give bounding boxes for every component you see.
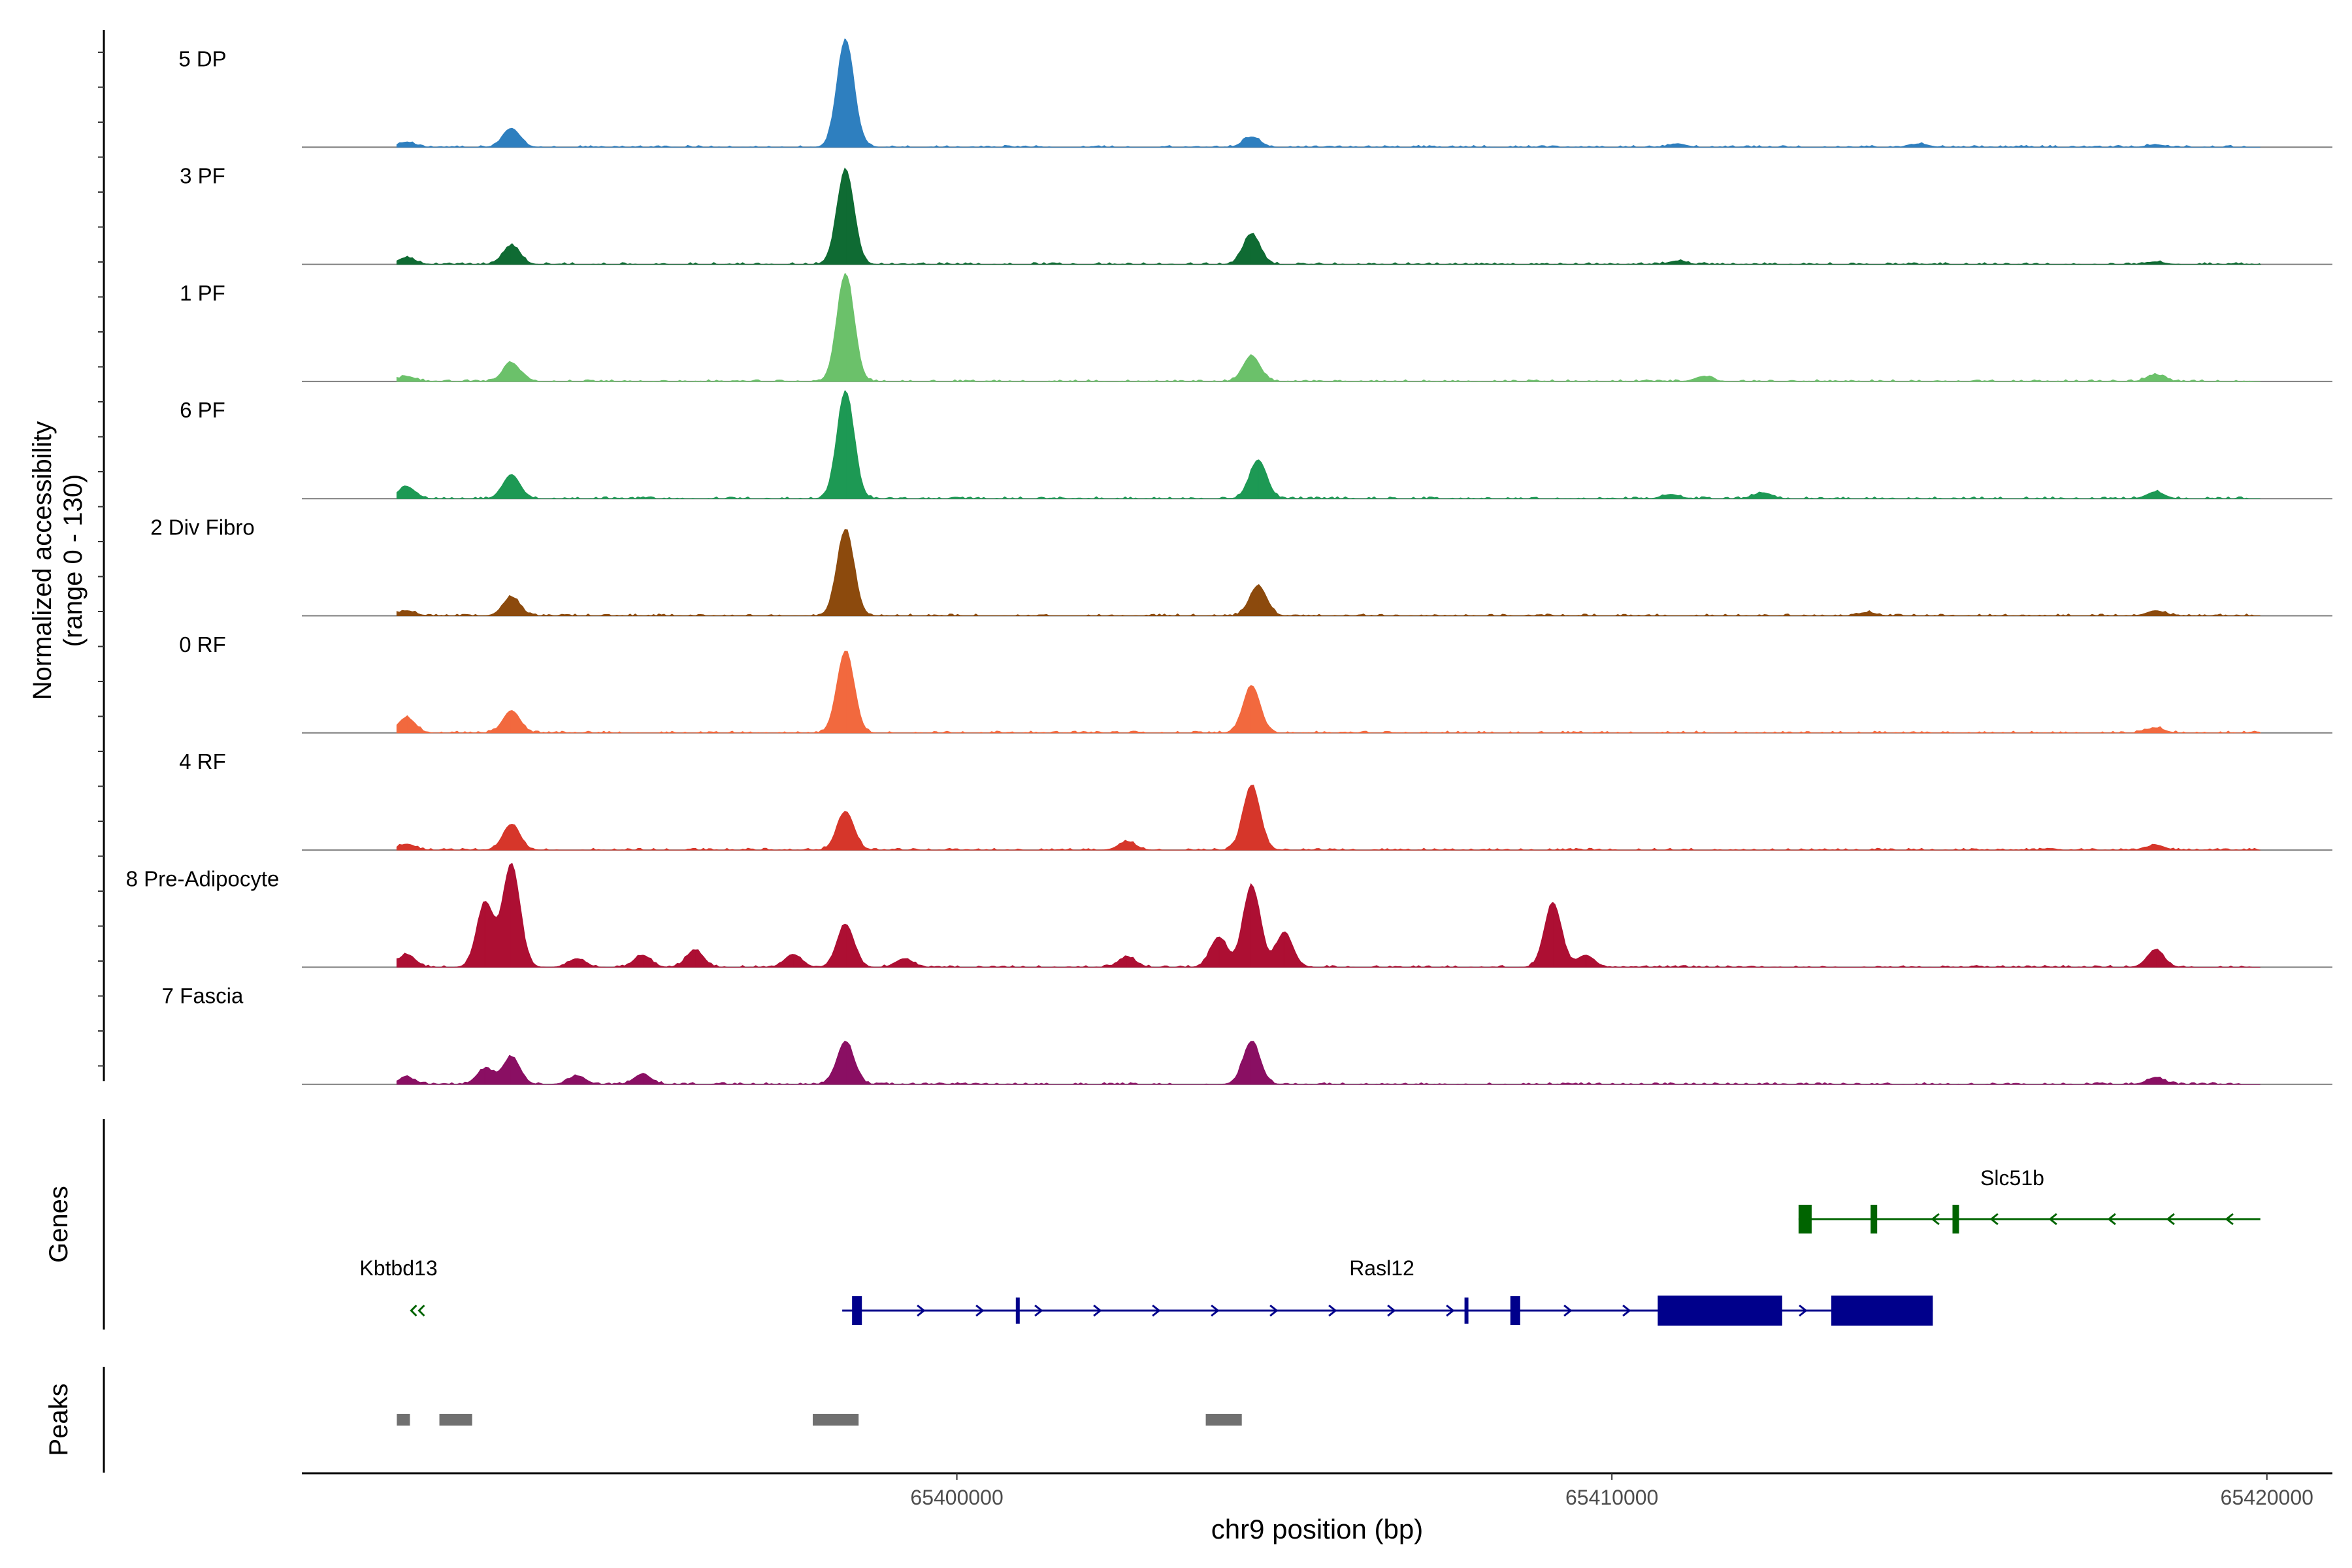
- gene-exon: [1510, 1296, 1520, 1325]
- track-label: 2 Div Fibro: [150, 515, 255, 540]
- strand-arrow: [2166, 1213, 2175, 1226]
- gene-label: Slc51b: [1980, 1166, 2044, 1190]
- gene-exon: [1798, 1205, 1812, 1233]
- strand-arrow: [1328, 1304, 1337, 1317]
- track-coverage: [396, 38, 2261, 148]
- peak-region: [1205, 1414, 1242, 1426]
- strand-arrow: [1931, 1213, 1940, 1226]
- track-label: 4 RF: [179, 749, 226, 774]
- track-coverage: [396, 1040, 2261, 1085]
- peaks-panel-label: Peaks: [44, 1383, 73, 1456]
- track-4: 2 Div Fibro: [150, 515, 2332, 617]
- track-1: 3 PF: [180, 164, 2332, 265]
- track-6: 4 RF: [179, 749, 2332, 851]
- coverage-y-axis-ticks: [98, 52, 104, 1067]
- gene-exon: [1658, 1296, 1782, 1326]
- strand-arrow: [1093, 1304, 1102, 1317]
- x-tick-label: 65420000: [2221, 1486, 2313, 1509]
- track-8: 7 Fascia: [162, 984, 2332, 1085]
- strand-arrow: [410, 1304, 417, 1317]
- strand-arrow: [1446, 1304, 1455, 1317]
- gene-exon: [1015, 1298, 1020, 1324]
- strand-arrow: [1269, 1304, 1279, 1317]
- strand-arrow: [975, 1304, 985, 1317]
- x-axis-ticks: 65400000 65410000 65420000: [910, 1473, 2313, 1509]
- track-coverage: [396, 167, 2261, 265]
- peak-region: [439, 1414, 472, 1426]
- track-label: 1 PF: [180, 281, 225, 305]
- x-tick-label: 65410000: [1565, 1486, 1658, 1509]
- strand-arrow: [917, 1304, 926, 1317]
- gene-slc51b: Slc51b: [1798, 1166, 2261, 1233]
- peak-regions: [397, 1414, 1242, 1426]
- gene-annotations: Slc51b Kbtbd13 Rasl12: [359, 1166, 2261, 1326]
- genes-panel-label: Genes: [44, 1186, 73, 1263]
- coverage-tracks: 5 DP 3 PF 1 PF 6 PF 2 Div Fibro 0 RF 4 RF 8 Pre…: [126, 38, 2332, 1085]
- track-5: 0 RF: [179, 632, 2332, 734]
- strand-arrow: [1799, 1304, 1808, 1317]
- peak-region: [813, 1414, 859, 1426]
- track-label: 6 PF: [180, 398, 225, 422]
- x-axis-label: chr9 position (bp): [1211, 1514, 1424, 1544]
- track-label: 0 RF: [179, 632, 226, 657]
- gene-label: Kbtbd13: [359, 1256, 437, 1280]
- track-3: 6 PF: [180, 390, 2332, 500]
- gene-label: Rasl12: [1349, 1256, 1414, 1280]
- strand-arrow: [2048, 1213, 2057, 1226]
- gene-exon: [852, 1296, 862, 1325]
- strand-arrow: [1622, 1304, 1631, 1317]
- peak-region: [397, 1414, 410, 1426]
- track-coverage: [396, 785, 2261, 851]
- strand-arrow: [1211, 1304, 1220, 1317]
- gene-rasl12: Rasl12: [842, 1256, 1933, 1326]
- strand-arrow: [417, 1304, 425, 1317]
- track-coverage: [396, 390, 2261, 499]
- y-axis-label-range: (range 0 - 130): [59, 474, 88, 647]
- track-coverage: [396, 529, 2261, 617]
- gene-exon: [1870, 1205, 1878, 1233]
- gene-exon: [1464, 1298, 1469, 1324]
- gene-exon: [1952, 1205, 1959, 1233]
- strand-arrow: [1152, 1304, 1161, 1317]
- track-label: 8 Pre-Adipocyte: [126, 866, 280, 890]
- track-coverage: [396, 650, 2261, 734]
- strand-arrow: [1563, 1304, 1573, 1317]
- track-label: 7 Fascia: [162, 984, 244, 1008]
- strand-arrow: [1034, 1304, 1043, 1317]
- track-7: 8 Pre-Adipocyte: [126, 862, 2332, 968]
- y-axis-label: Normalized accessibility: [28, 421, 57, 700]
- track-label: 3 PF: [180, 164, 225, 188]
- track-coverage: [396, 273, 2261, 382]
- track-coverage: [396, 862, 2261, 968]
- track-0: 5 DP: [178, 38, 2332, 148]
- gene-exon: [1831, 1296, 1933, 1326]
- x-tick-label: 65400000: [910, 1486, 1003, 1509]
- strand-arrow: [1387, 1304, 1396, 1317]
- strand-arrow: [2107, 1213, 2116, 1226]
- gene-kbtbd13: Kbtbd13: [359, 1256, 438, 1317]
- track-label: 5 DP: [178, 46, 226, 71]
- strand-arrow: [2225, 1213, 2234, 1226]
- strand-arrow: [1989, 1213, 1999, 1226]
- track-2: 1 PF: [180, 273, 2332, 382]
